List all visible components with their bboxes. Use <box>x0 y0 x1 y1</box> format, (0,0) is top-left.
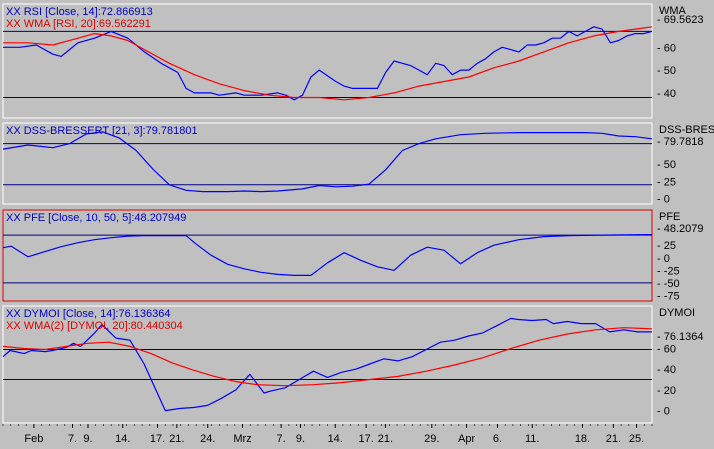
y-tick-label: - -75 <box>657 290 680 302</box>
x-tick-label: Feb <box>24 433 43 445</box>
indicator-label: XX WMA [RSI, 20]:69.562291 <box>6 18 151 30</box>
x-tick-label: 14. <box>328 433 343 445</box>
x-tick-label: 25. <box>629 433 644 445</box>
panel-right-header: WMA <box>659 5 687 17</box>
x-tick-label: 21. <box>378 433 393 445</box>
panel-right-header: DYMOI <box>659 307 695 319</box>
series-line-1 <box>2 234 653 276</box>
panel-right-header: DSS-BRES <box>659 124 714 136</box>
x-tick-label: 17. <box>150 433 165 445</box>
series-line-1 <box>2 317 652 412</box>
x-axis: Feb 7. 9. 14. 17. 21. 24. Mrz 7. 9. 14. 17. 21. 29. Ap… <box>2 424 653 445</box>
x-tick-label: 9. <box>296 433 305 445</box>
y-tick-label: - 40 <box>657 88 676 100</box>
x-tick-label: Apr <box>458 433 475 445</box>
y-tick-label: - -50 <box>657 278 680 290</box>
x-tick-label: 18. <box>575 433 590 445</box>
y-tick-label: - 25 <box>657 240 676 252</box>
current-value-label: - 76.1364 <box>657 331 703 343</box>
x-tick-label: 11. <box>525 433 539 445</box>
y-tick-label: - -25 <box>657 265 680 277</box>
series-line-1 <box>3 26 653 101</box>
panel-frame <box>2 209 653 302</box>
panel-frame <box>2 305 653 424</box>
x-tick-label: 21. <box>606 433 621 445</box>
indicator-label: XX WMA(2) [DYMOI, 20]:80.440304 <box>6 320 183 332</box>
x-tick-label: 7. <box>277 433 286 445</box>
y-tick-label: - 0 <box>657 406 670 418</box>
panel-2[interactable]: XX DSS-BRESSERT [21, 3]:79.781801 DSS-BRE… <box>2 122 714 206</box>
x-tick-label: 21. <box>169 433 184 445</box>
x-tick-label: 17. <box>358 433 373 445</box>
x-tick-label: 6. <box>493 433 502 445</box>
current-value-label: - 48.2079 <box>657 223 703 235</box>
series-line-2 <box>2 327 653 387</box>
y-tick-label: - 25 <box>657 176 676 188</box>
current-value-label: - 79.7818 <box>657 136 703 148</box>
y-tick-label: - 40 <box>657 364 676 376</box>
y-tick-label: - 60 <box>657 343 676 355</box>
series-line-2 <box>3 26 653 101</box>
x-tick-label: 7. <box>68 433 77 445</box>
panel-right-header: PFE <box>659 211 680 223</box>
x-tick-label: 29. <box>424 433 439 445</box>
y-tick-label: - 50 <box>657 65 676 77</box>
series-line-1 <box>2 131 653 193</box>
y-tick-label: - 60 <box>657 42 676 54</box>
y-tick-label: - 20 <box>657 385 676 397</box>
panel-3[interactable]: XX PFE [Close, 10, 50, 5]:48.207949 PFE- … <box>2 209 703 302</box>
y-tick-label: - 0 <box>657 194 670 206</box>
indicator-label: XX DSS-BRESSERT [21, 3]:79.781801 <box>6 125 198 137</box>
y-tick-label: - 50 <box>657 159 676 171</box>
indicator-label: XX RSI [Close, 14]:72.866913 <box>6 6 153 18</box>
panel-frame <box>2 3 653 119</box>
x-tick-label: Mrz <box>233 433 251 445</box>
y-tick-label: - 0 <box>657 253 670 265</box>
x-tick-label: 24. <box>200 433 215 445</box>
panel-frame <box>2 122 653 205</box>
indicator-label: XX DYMOI [Close, 14]:76.136364 <box>6 308 170 320</box>
x-tick-label: 9. <box>83 433 92 445</box>
indicator-label: XX PFE [Close, 10, 50, 5]:48.207949 <box>6 212 186 224</box>
x-tick-label: 14. <box>115 433 130 445</box>
current-value-label: - 69.5623 <box>657 14 703 26</box>
